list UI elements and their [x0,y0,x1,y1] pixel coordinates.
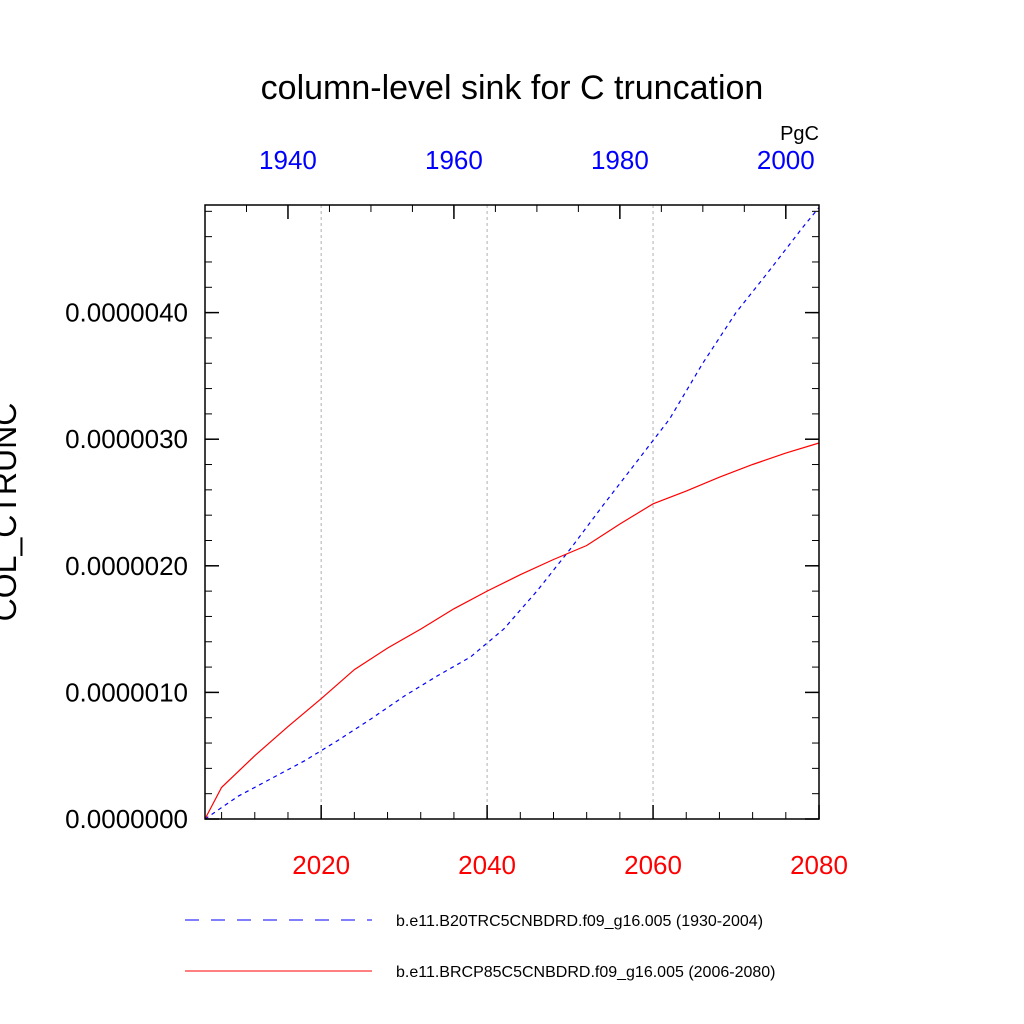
x-bottom-tick-label: 2060 [624,850,682,880]
ticks-layer: 2020 2040 2060 2080 1940 1960 1980 2000 0.000000… [65,145,848,880]
legend-label-0: b.e11.B20TRC5CNBDRD.f09_g16.005 (1930-20… [396,913,763,930]
x-top-tick-label: 1960 [425,145,483,175]
plot-frame [204,204,820,820]
y-tick-label: 0.0000030 [65,424,188,454]
y-tick-label: 0.0000010 [65,677,188,707]
y-tick-label: 0.0000040 [65,298,188,328]
x-top-tick-label: 2000 [757,145,815,175]
series-layer [204,207,820,820]
y-axis-label: COL_CTRUNC [0,403,23,622]
grid [320,205,654,819]
legend: b.e11.B20TRC5CNBDRD.f09_g16.005 (1930-20… [185,913,775,981]
x-bottom-tick-label: 2040 [458,850,516,880]
y-tick-label: 0.0000020 [65,551,188,581]
x-bottom-tick-label: 2080 [790,850,848,880]
series-line-1 [204,442,820,820]
units-label: PgC [780,123,819,145]
x-top-tick-label: 1940 [259,145,317,175]
legend-label-1: b.e11.BRCP85C5CNBDRD.f09_g16.005 (2006-2… [396,964,775,981]
chart-title: column-level sink for C truncation [261,69,764,107]
y-tick-label: 0.0000000 [65,804,188,834]
series-line-0 [204,207,820,820]
x-top-tick-label: 1980 [591,145,649,175]
x-bottom-tick-label: 2020 [292,850,350,880]
